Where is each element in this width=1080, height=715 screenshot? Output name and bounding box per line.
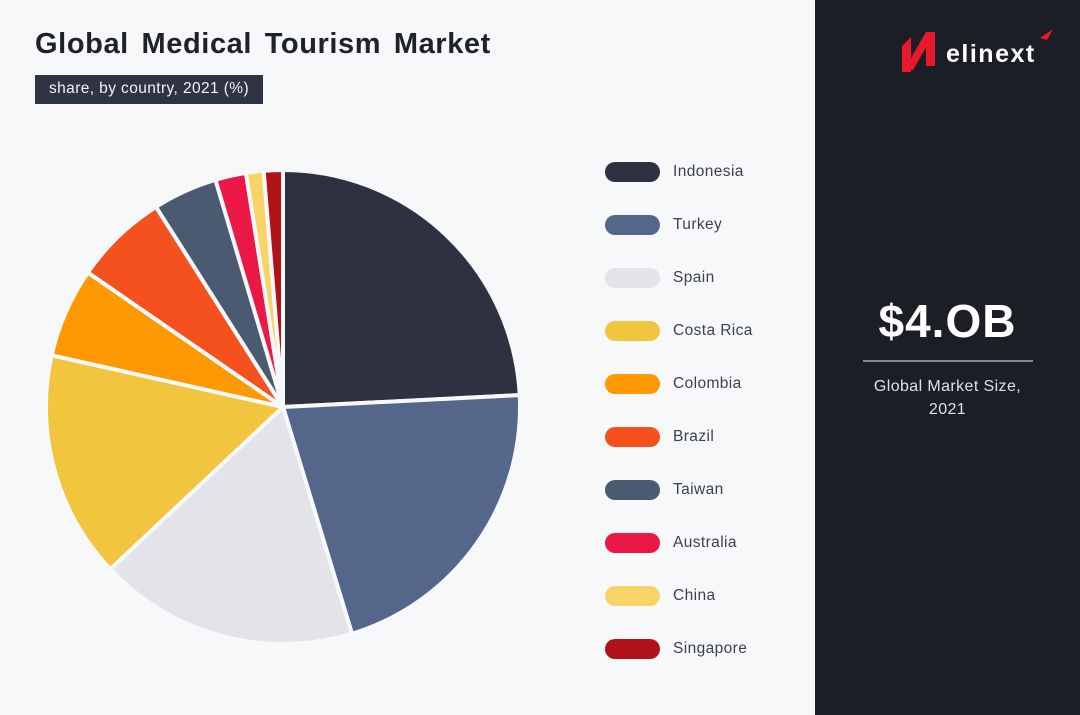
legend-label: Indonesia bbox=[673, 163, 744, 180]
legend-label: Brazil bbox=[673, 428, 715, 445]
legend-swatch bbox=[605, 480, 660, 500]
legend-label: Taiwan bbox=[673, 481, 724, 498]
legend-label: Singapore bbox=[673, 640, 748, 657]
elinext-logo-accent bbox=[1040, 29, 1053, 40]
elinext-logo-svg: elinext bbox=[902, 29, 1053, 72]
legend-swatch bbox=[605, 215, 660, 235]
pie-slice-turkey bbox=[281, 393, 522, 636]
page-title: Global Medical Tourism Market bbox=[35, 28, 491, 60]
legend-item-china: China bbox=[605, 586, 753, 606]
legend-label: Costa Rica bbox=[673, 322, 753, 339]
legend-swatch bbox=[605, 639, 660, 659]
pie-slice-indonesia bbox=[281, 168, 522, 409]
legend: Indonesia Turkey Spain Costa Rica Colombia Br… bbox=[605, 162, 753, 692]
elinext-logo-text: elinext bbox=[946, 40, 1036, 68]
market-size-caption: Global Market Size, 2021 bbox=[815, 375, 1080, 421]
legend-item-brazil: Brazil bbox=[605, 427, 753, 447]
pie-slice-spain bbox=[108, 405, 354, 646]
legend-item-colombia: Colombia bbox=[605, 374, 753, 394]
elinext-logo: elinext bbox=[900, 26, 1060, 76]
sidebar: elinext $4.OB Global Market Size, 2021 bbox=[815, 0, 1080, 715]
legend-label: China bbox=[673, 587, 716, 604]
pie-slice-singapore bbox=[261, 168, 285, 409]
subtitle-badge: share, by country, 2021 (%) bbox=[35, 75, 264, 104]
legend-swatch bbox=[605, 321, 660, 341]
legend-item-indonesia: Indonesia bbox=[605, 162, 753, 182]
legend-item-costa-rica: Costa Rica bbox=[605, 321, 753, 341]
chart-panel: Global Medical Tourism Market share, by … bbox=[35, 28, 753, 692]
legend-label: Australia bbox=[673, 534, 737, 551]
legend-item-spain: Spain bbox=[605, 268, 753, 288]
legend-label: Turkey bbox=[673, 216, 723, 233]
legend-swatch bbox=[605, 268, 660, 288]
market-size-block: $4.OB Global Market Size, 2021 bbox=[815, 298, 1080, 421]
legend-swatch bbox=[605, 427, 660, 447]
legend-label: Colombia bbox=[673, 375, 742, 392]
legend-swatch bbox=[605, 586, 660, 606]
market-size-value: $4.OB bbox=[878, 295, 1017, 347]
legend-swatch bbox=[605, 162, 660, 182]
legend-item-taiwan: Taiwan bbox=[605, 480, 753, 500]
legend-swatch bbox=[605, 374, 660, 394]
market-size-caption-line1: Global Market Size, bbox=[873, 378, 1022, 395]
legend-label: Spain bbox=[673, 269, 715, 286]
pie-chart-svg bbox=[44, 168, 522, 646]
legend-item-singapore: Singapore bbox=[605, 639, 753, 659]
legend-item-turkey: Turkey bbox=[605, 215, 753, 235]
pie-slice-costa-rica bbox=[44, 353, 285, 572]
market-size-caption-line2: 2021 bbox=[928, 401, 967, 419]
market-size-divider bbox=[862, 360, 1033, 362]
legend-swatch bbox=[605, 533, 660, 553]
pie-chart bbox=[43, 167, 523, 647]
elinext-logo-icon bbox=[902, 32, 935, 72]
legend-item-australia: Australia bbox=[605, 533, 753, 553]
